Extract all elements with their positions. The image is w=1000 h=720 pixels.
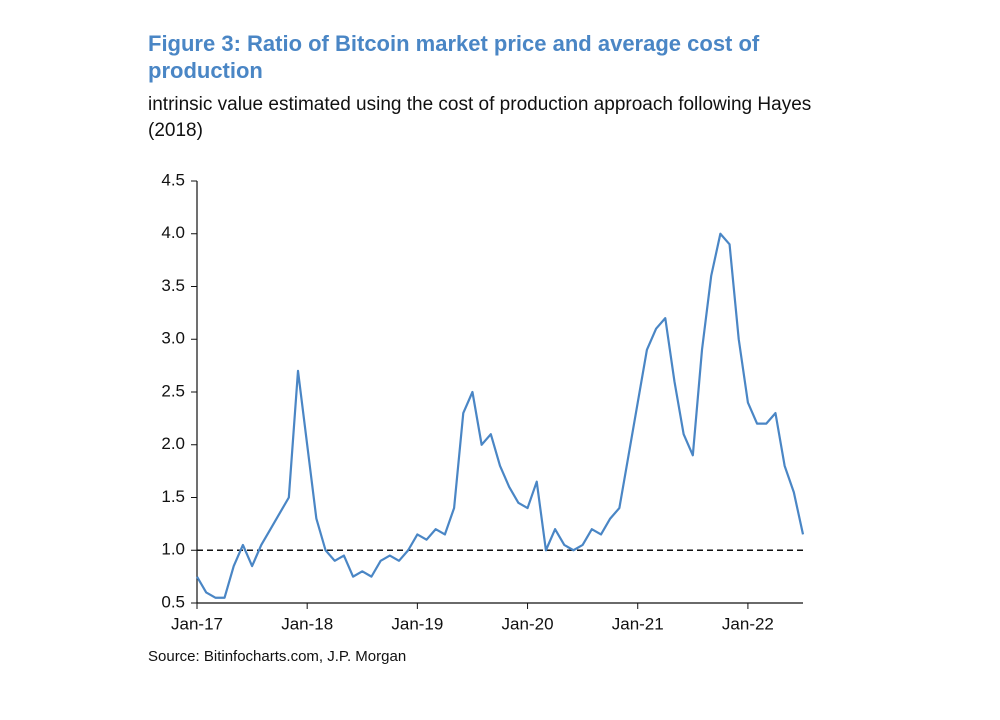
y-tick-label: 1.5 [161, 487, 185, 506]
y-tick-label: 0.5 [161, 592, 185, 611]
x-tick-label: Jan-21 [612, 614, 664, 633]
y-tick-label: 3.5 [161, 276, 185, 295]
data-line [196, 232, 805, 599]
chart-title: Figure 3: Ratio of Bitcoin market price … [148, 31, 760, 83]
chart-subtitle: intrinsic value estimated using the cost… [148, 94, 812, 141]
x-tick-label: Jan-20 [502, 614, 554, 633]
x-tick-label: Jan-17 [171, 614, 223, 633]
x-tick-label: Jan-18 [281, 614, 333, 633]
y-tick-label: 1.0 [161, 540, 185, 559]
source-note: Source: Bitinfocharts.com, J.P. Morgan [148, 648, 407, 665]
y-tick-label: 4.0 [161, 223, 185, 242]
x-tick-label: Jan-22 [722, 614, 774, 633]
x-tick-label: Jan-19 [391, 614, 443, 633]
y-tick-label: 3.0 [161, 329, 185, 348]
y-tick-label: 2.0 [161, 434, 185, 453]
y-tick-label: 2.5 [161, 381, 185, 400]
y-tick-label: 4.5 [161, 170, 185, 189]
